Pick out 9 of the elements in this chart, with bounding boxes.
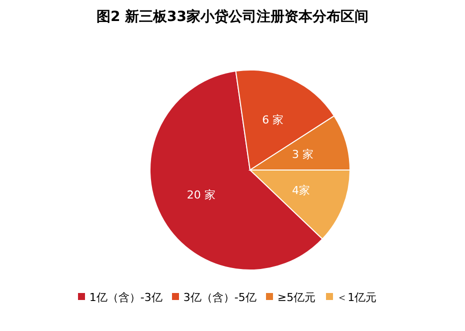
data-label: 20 家 [186, 188, 216, 202]
chart-title: 图2 新三板33家小贷公司注册资本分布区间 [95, 8, 370, 27]
legend-label: 1亿（含）-3亿 [89, 291, 162, 304]
legend-label: ＜1亿元 [336, 291, 377, 304]
legend-label: 3亿（含）-5亿 [183, 291, 256, 304]
data-label: 4家 [292, 184, 310, 197]
legend-label: ≥5亿元 [277, 291, 316, 304]
data-label: 6 家 [262, 113, 284, 126]
data-label: 3 家 [292, 148, 314, 162]
